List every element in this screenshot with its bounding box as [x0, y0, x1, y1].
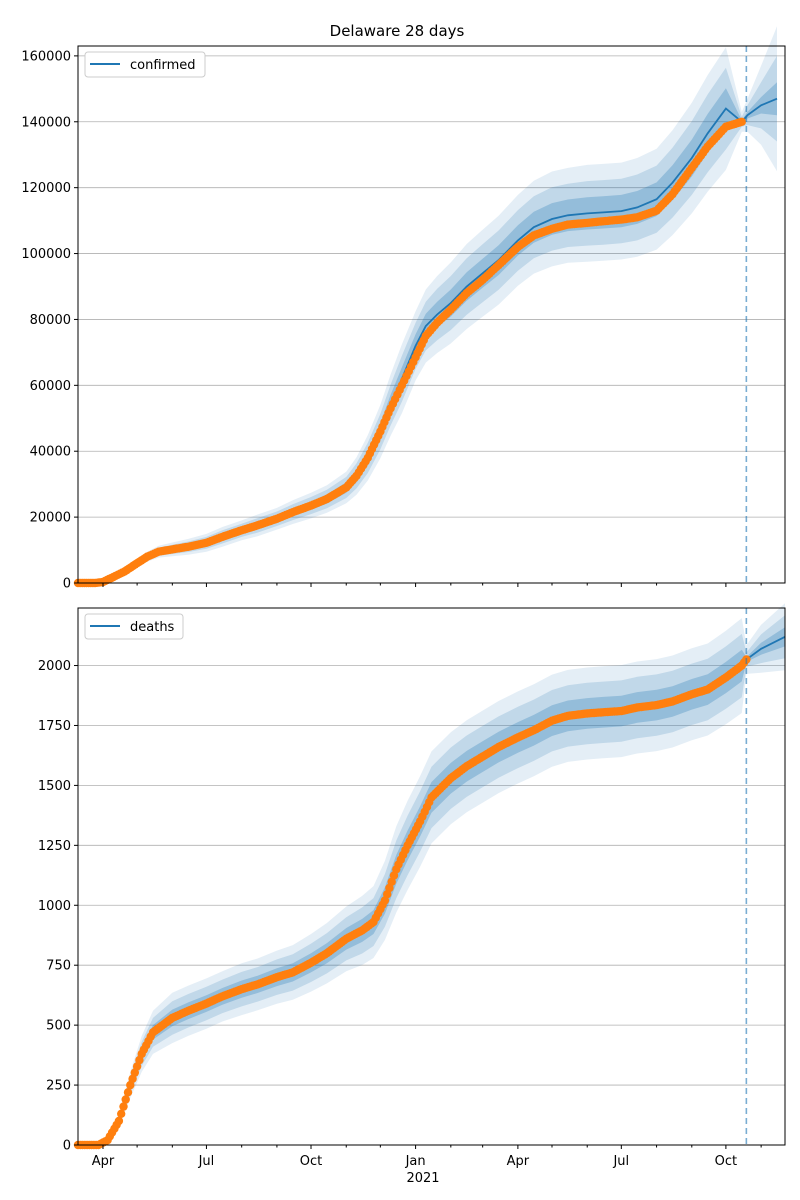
y-tick-label: 1750	[38, 719, 71, 734]
y-tick-label: 750	[46, 959, 71, 974]
confirmed-legend: confirmed	[84, 51, 206, 78]
x-tick-label: Oct	[300, 1154, 322, 1169]
observed-point	[119, 1102, 128, 1111]
x-tick-label: Oct	[715, 1154, 737, 1169]
x-axis-year-label: 2021	[406, 1171, 439, 1186]
uncertainty-band-2	[78, 615, 785, 1145]
observed-point	[132, 1062, 142, 1071]
x-tick-label: Jan	[405, 1154, 426, 1169]
confirmed-observed-points	[73, 117, 746, 588]
observed-point	[126, 1080, 135, 1090]
deaths-axes	[77, 607, 786, 1146]
deaths-uncertainty-bands	[78, 603, 785, 1145]
uncertainty-band-3	[78, 26, 777, 583]
confirmed-x-ticks	[102, 583, 762, 587]
x-tick-label: Jul	[612, 1154, 629, 1169]
uncertainty-band-2	[78, 55, 777, 583]
confirmed-axes	[77, 45, 786, 584]
y-tick-label: 250	[46, 1079, 71, 1094]
deaths-observed-points	[73, 655, 751, 1150]
y-tick-label: 80000	[30, 313, 71, 328]
observed-point	[114, 1116, 124, 1126]
uncertainty-band-3	[78, 603, 785, 1145]
deaths-gridlines	[78, 665, 785, 1086]
confirmed-panel: 0 20000 40000 60000 80000 100000 120000 140000 1…	[21, 26, 786, 592]
y-tick-label: 20000	[30, 511, 71, 526]
y-tick-label: 60000	[30, 379, 71, 394]
x-tick-label: Apr	[507, 1154, 530, 1169]
observed-point	[387, 877, 396, 886]
deaths-y-ticks: 0 250 500 750 1000 1250 1500 1750 2000	[38, 659, 78, 1154]
axes-frame	[77, 607, 786, 1146]
y-tick-label: 1500	[38, 779, 71, 794]
y-tick-label: 140000	[21, 115, 71, 130]
uncertainty-band-1	[78, 627, 785, 1145]
legend-box	[84, 613, 184, 640]
x-tick-label: Jul	[198, 1154, 215, 1169]
legend-box	[84, 51, 206, 78]
y-tick-label: 160000	[21, 49, 71, 64]
x-tick-label: Apr	[92, 1154, 115, 1169]
observed-point	[121, 1095, 130, 1104]
y-tick-label: 500	[46, 1019, 71, 1034]
legend-label-confirmed: confirmed	[130, 58, 196, 73]
y-tick-label: 0	[63, 577, 71, 592]
confirmed-y-ticks: 0 20000 40000 60000 80000 100000 120000 140000 1…	[21, 49, 78, 592]
observed-point	[123, 1088, 133, 1097]
observed-point	[117, 1109, 126, 1119]
y-tick-label: 1250	[38, 839, 71, 854]
deaths-panel: 0 250 500 750 1000 1250 1500 1750 2000 Apr Jul Oct…	[38, 603, 786, 1169]
y-tick-label: 100000	[21, 247, 71, 262]
chart-title: Delaware 28 days	[330, 22, 465, 40]
observed-point	[737, 117, 746, 127]
observed-point	[380, 896, 390, 905]
legend-label-deaths: deaths	[130, 620, 175, 635]
axes-frame	[77, 45, 786, 584]
deaths-x-ticks: Apr Jul Oct Jan Apr Jul Oct	[92, 1145, 762, 1169]
y-tick-label: 120000	[21, 181, 71, 196]
y-tick-label: 40000	[30, 445, 71, 460]
y-tick-label: 2000	[38, 659, 71, 674]
deaths-legend: deaths	[84, 613, 184, 640]
y-tick-label: 0	[63, 1139, 71, 1154]
y-tick-label: 1000	[38, 899, 71, 914]
